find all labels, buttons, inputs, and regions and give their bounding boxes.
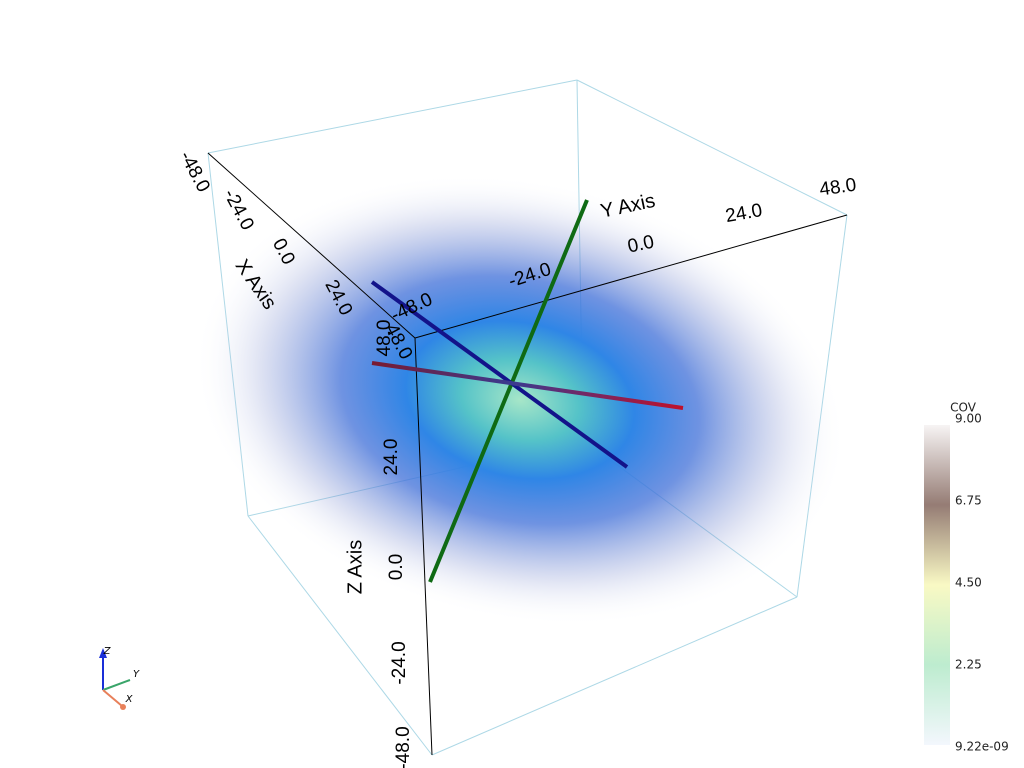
z-line: [371, 361, 684, 410]
x-line: [370, 280, 629, 469]
tick-label: 24.0: [381, 439, 402, 476]
colorbar-label: 9.00: [955, 412, 982, 426]
colorbar-label: 4.50: [955, 576, 982, 590]
colorbar-label: 2.25: [955, 658, 982, 672]
tick-label: 0.0: [386, 554, 407, 580]
tick-label: 48.0: [374, 320, 395, 357]
colorbar-label: 6.75: [955, 494, 982, 508]
y-line: [428, 199, 589, 583]
colorbar-title: COV: [950, 401, 977, 415]
tick-label: 48.0: [818, 175, 858, 201]
colorbar: [924, 425, 950, 745]
orientation-label: Y: [133, 669, 140, 680]
orientation-label: Z: [103, 646, 112, 657]
volume-blob: [193, 174, 847, 626]
orientation-widget: [99, 648, 131, 710]
axis-title: Z Axis: [344, 540, 366, 594]
tick-label: 24.0: [724, 200, 764, 227]
orientation-label: X: [125, 694, 134, 705]
tick-label: -24.0: [389, 641, 410, 684]
tick-label: -48.0: [393, 726, 414, 768]
colorbar-label: 9.22e-09: [955, 740, 1009, 754]
axis-lines: [207, 152, 848, 756]
